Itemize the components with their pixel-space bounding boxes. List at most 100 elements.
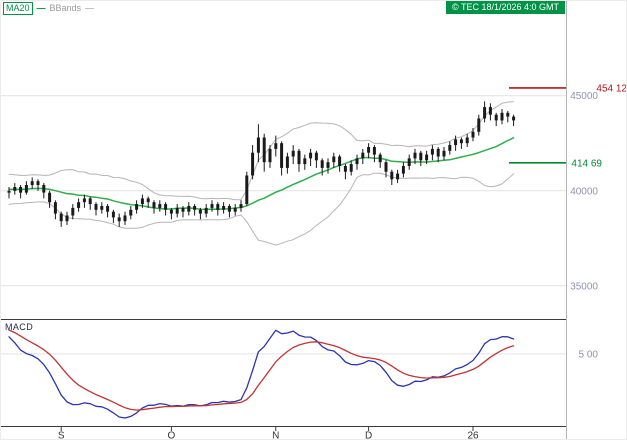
resistance-level-label: 454 12 bbox=[596, 83, 627, 94]
bbands-legend-label: BBands bbox=[49, 3, 82, 13]
candle-body bbox=[256, 137, 260, 153]
candle-body bbox=[384, 162, 388, 172]
macd-panel-label: MACD bbox=[5, 322, 34, 332]
candle-body bbox=[471, 131, 475, 138]
candle-body bbox=[13, 187, 17, 191]
candle-body bbox=[332, 156, 336, 163]
candle-body bbox=[65, 215, 69, 222]
candle-body bbox=[465, 137, 469, 144]
candle-body bbox=[297, 150, 301, 165]
candle-body bbox=[372, 147, 376, 155]
candle-body bbox=[430, 148, 434, 155]
ma20-line bbox=[8, 137, 515, 211]
candle-body bbox=[164, 204, 168, 210]
candle-body bbox=[135, 204, 139, 210]
candle-body bbox=[303, 158, 307, 165]
candle-body bbox=[24, 185, 28, 193]
candle-body bbox=[454, 139, 458, 146]
candle-body bbox=[512, 116, 516, 121]
candle-body bbox=[146, 198, 150, 203]
candle-body bbox=[494, 114, 498, 121]
candle-body bbox=[123, 215, 127, 222]
candle-body bbox=[42, 185, 46, 193]
candle-body bbox=[407, 158, 411, 166]
candle-body bbox=[19, 187, 23, 193]
candle-body bbox=[285, 156, 289, 168]
candle-body bbox=[117, 217, 121, 222]
candle-body bbox=[71, 207, 75, 216]
candle-body bbox=[262, 137, 266, 163]
candle-body bbox=[158, 204, 162, 208]
candle-body bbox=[483, 107, 487, 119]
candle-body bbox=[111, 211, 115, 218]
candle-body bbox=[106, 206, 110, 212]
month-label: N bbox=[272, 431, 279, 440]
candle-body bbox=[338, 156, 342, 166]
candle-body bbox=[77, 202, 81, 208]
month-label: D bbox=[365, 431, 372, 440]
candle-body bbox=[7, 190, 11, 193]
price-tick-label: 45000 bbox=[570, 91, 598, 102]
candle-body bbox=[378, 154, 382, 163]
candle-body bbox=[198, 209, 202, 214]
candle-body bbox=[442, 150, 446, 157]
candle-body bbox=[361, 152, 365, 159]
candle-body bbox=[94, 204, 98, 210]
candle-body bbox=[193, 206, 197, 210]
month-label: S bbox=[58, 431, 65, 440]
candle-body bbox=[448, 145, 452, 151]
candle-body bbox=[30, 181, 34, 185]
candle-body bbox=[436, 148, 440, 157]
macd-tick-label: 5 00 bbox=[579, 349, 599, 360]
candle-body bbox=[88, 198, 92, 205]
macd-signal-line bbox=[8, 329, 515, 411]
candle-body bbox=[291, 150, 295, 157]
candle-body bbox=[140, 198, 144, 205]
candle-body bbox=[227, 206, 231, 212]
month-label: O bbox=[168, 431, 176, 440]
candle-body bbox=[419, 152, 423, 161]
price-tick-label: 35000 bbox=[570, 281, 598, 292]
candle-body bbox=[488, 107, 492, 115]
candle-body bbox=[175, 207, 179, 214]
candle-body bbox=[169, 209, 173, 214]
candle-body bbox=[274, 143, 278, 149]
candle-body bbox=[280, 143, 284, 168]
candle-body bbox=[245, 175, 249, 204]
candle-body bbox=[309, 152, 313, 159]
candle-body bbox=[187, 206, 191, 212]
candle-body bbox=[320, 160, 324, 168]
candle-body bbox=[314, 152, 318, 161]
candle-body bbox=[326, 162, 330, 168]
candle-body bbox=[251, 152, 255, 176]
candle-body bbox=[239, 204, 243, 208]
support-level-label: 414 69 bbox=[571, 158, 602, 169]
candle-body bbox=[233, 207, 237, 212]
candle-body bbox=[459, 139, 463, 144]
ma20-legend-swatch: — bbox=[36, 3, 46, 13]
copyright-banner: © TEC 18/1/2026 4:0 GMT bbox=[445, 1, 565, 14]
candle-body bbox=[82, 198, 86, 203]
candle-body bbox=[268, 148, 272, 163]
candle-body bbox=[500, 112, 504, 121]
candle-body bbox=[355, 158, 359, 165]
candle-body bbox=[181, 207, 185, 212]
candle-body bbox=[401, 166, 405, 174]
candle-body bbox=[204, 207, 208, 214]
bbands-legend-swatch: — bbox=[85, 3, 95, 13]
candle-body bbox=[222, 206, 226, 210]
candle-body bbox=[506, 112, 510, 117]
candle-body bbox=[390, 171, 394, 180]
candle-body bbox=[129, 209, 133, 216]
candle-body bbox=[425, 154, 429, 161]
candle-body bbox=[36, 181, 40, 185]
legend: MA20 — BBands — bbox=[3, 2, 94, 15]
candle-body bbox=[152, 202, 156, 208]
bollinger-upper-band bbox=[8, 101, 515, 201]
month-label: 26 bbox=[467, 431, 479, 440]
candle-body bbox=[216, 204, 220, 210]
bollinger-lower-band bbox=[8, 172, 515, 246]
candle-body bbox=[210, 204, 214, 208]
